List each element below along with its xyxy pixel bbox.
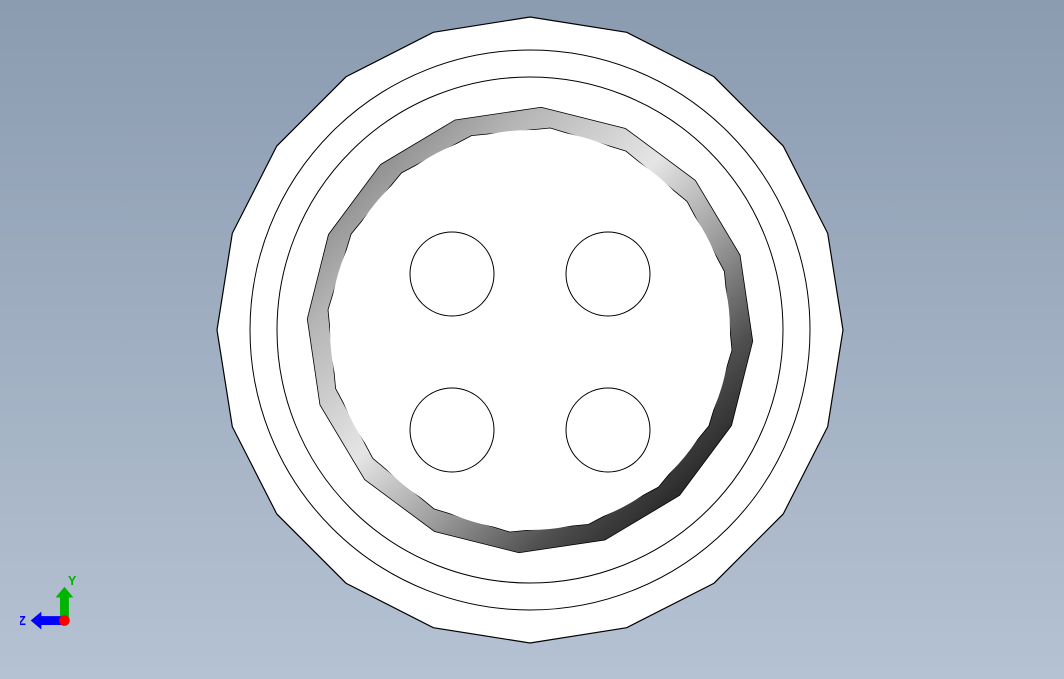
bolt-hole-2 <box>410 388 494 472</box>
inner-face <box>330 130 730 530</box>
axis-triad[interactable]: YZ <box>20 569 100 649</box>
axis-x-origin-dot <box>59 615 70 626</box>
cad-viewport[interactable]: YZ <box>0 0 1064 679</box>
cad-part[interactable] <box>210 10 850 650</box>
bolt-hole-1 <box>566 232 650 316</box>
bolt-hole-3 <box>566 388 650 472</box>
axis-z-label: Z <box>20 614 26 628</box>
axis-y-label: Y <box>68 574 77 588</box>
bolt-hole-0 <box>410 232 494 316</box>
